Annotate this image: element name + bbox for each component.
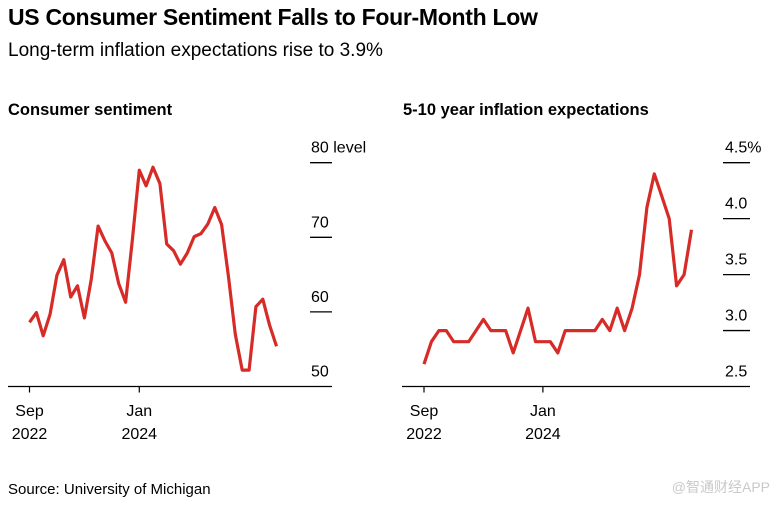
left-panel-title: Consumer sentiment [8,101,173,119]
sentiment-xtick-month: Sep [15,403,44,420]
inflation-ytick-label: 4.5% [725,140,761,157]
sentiment-series-line [28,165,279,372]
source-note: Source: University of Michigan [8,481,211,498]
inflation-ytick-label: 2.5 [725,364,747,381]
sentiment-xtick-year: 2022 [12,426,48,443]
chart-subtitle: Long-term inflation expectations rise to… [8,40,383,61]
inflation-ytick-label: 3.5 [725,252,747,269]
inflation-xtick-month: Jan [530,403,556,420]
inflation-series-line [422,172,694,365]
sentiment-ytick-label: 60 [311,289,329,306]
inflation-ytick-label: 4.0 [725,196,747,213]
inflation-xtick-month: Sep [410,403,439,420]
inflation-xtick-year: 2022 [406,426,442,443]
chart-title: US Consumer Sentiment Falls to Four-Mont… [8,4,538,30]
sentiment-ytick-label: 70 [311,214,329,231]
sentiment-xtick-month: Jan [126,403,152,420]
sentiment-ytick-label: 50 [311,364,329,381]
sentiment-ytick-label: 80 level [311,140,366,157]
sentiment-xtick-year: 2024 [121,426,157,443]
inflation-xtick-year: 2024 [525,426,561,443]
right-panel-title: 5-10 year inflation expectations [403,101,649,119]
inflation-ytick-label: 3.0 [725,308,747,325]
watermark: @智通财经APP [671,479,770,495]
